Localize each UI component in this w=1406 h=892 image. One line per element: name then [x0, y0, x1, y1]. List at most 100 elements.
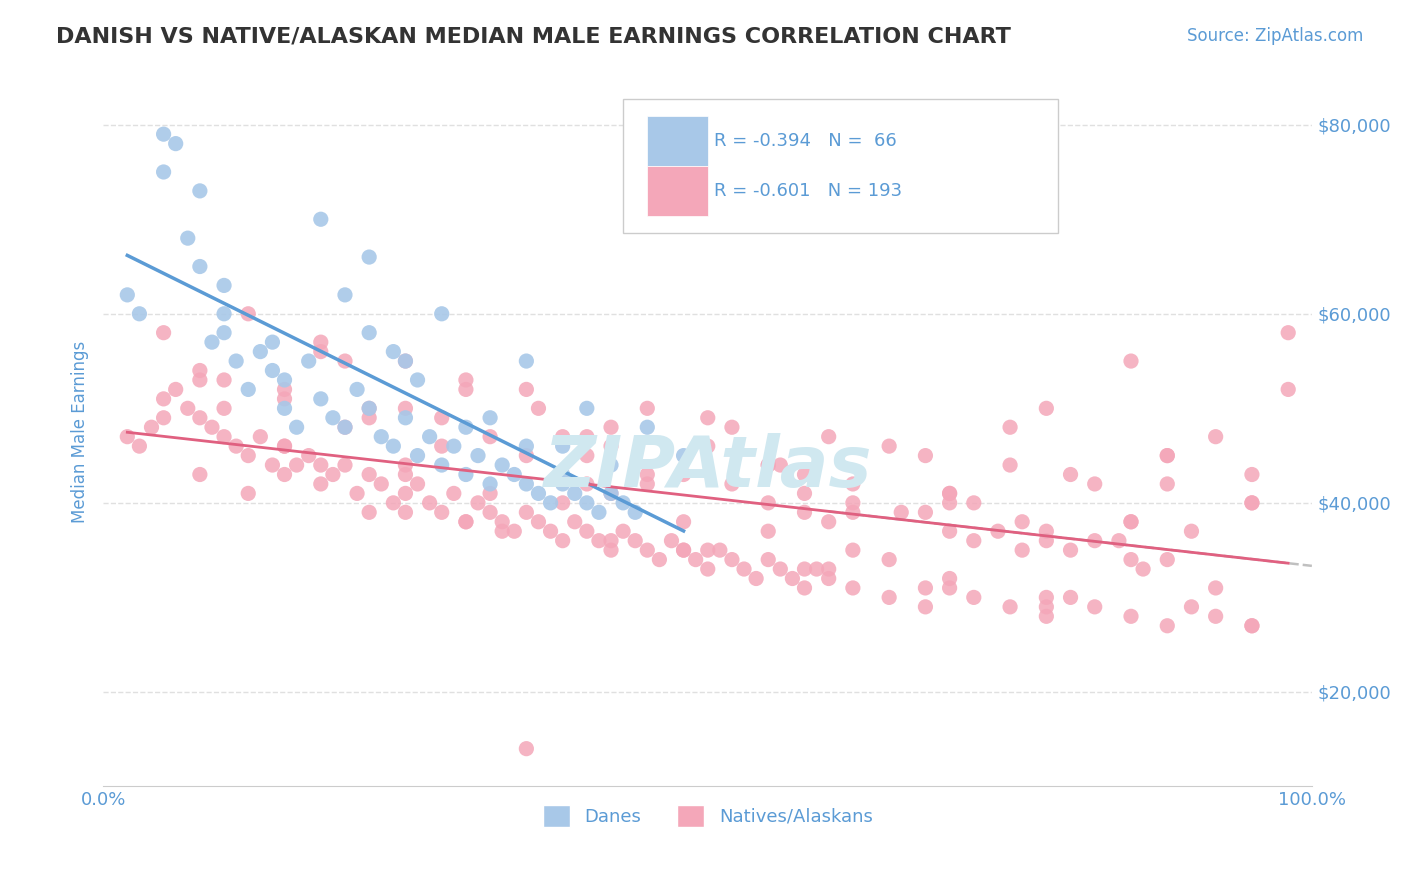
Point: [793, 562, 815, 576]
Point: [817, 515, 839, 529]
Point: [503, 467, 526, 482]
Point: [877, 439, 900, 453]
Point: [1205, 430, 1227, 444]
Point: [890, 505, 912, 519]
Point: [1156, 477, 1178, 491]
Point: [721, 552, 744, 566]
Point: [1277, 326, 1299, 340]
Point: [998, 458, 1021, 472]
Point: [406, 373, 429, 387]
Point: [491, 458, 513, 472]
Point: [551, 477, 574, 491]
Point: [1084, 533, 1107, 548]
Point: [212, 401, 235, 416]
Point: [346, 486, 368, 500]
Point: [467, 496, 489, 510]
Point: [141, 420, 163, 434]
Point: [454, 373, 477, 387]
Point: [454, 383, 477, 397]
Point: [672, 515, 695, 529]
Point: [201, 420, 224, 434]
Point: [998, 420, 1021, 434]
Point: [575, 477, 598, 491]
Point: [273, 392, 295, 406]
Point: [152, 326, 174, 340]
Point: [1059, 591, 1081, 605]
Point: [117, 430, 139, 444]
Point: [1084, 477, 1107, 491]
Point: [696, 543, 718, 558]
Point: [273, 373, 295, 387]
Point: [309, 212, 332, 227]
Point: [1132, 562, 1154, 576]
Point: [1035, 591, 1057, 605]
Point: [672, 543, 695, 558]
Point: [914, 505, 936, 519]
Point: [600, 439, 623, 453]
Point: [394, 401, 416, 416]
Point: [842, 496, 865, 510]
Point: [600, 486, 623, 500]
Point: [454, 467, 477, 482]
Point: [152, 165, 174, 179]
Point: [877, 552, 900, 566]
FancyBboxPatch shape: [647, 117, 707, 166]
Point: [1240, 619, 1263, 633]
Point: [443, 486, 465, 500]
Point: [359, 250, 381, 264]
Point: [793, 581, 815, 595]
Point: [430, 410, 453, 425]
Point: [262, 335, 284, 350]
Point: [769, 562, 792, 576]
Point: [212, 307, 235, 321]
Point: [624, 505, 647, 519]
Point: [1156, 552, 1178, 566]
Point: [117, 288, 139, 302]
Point: [430, 458, 453, 472]
FancyBboxPatch shape: [623, 99, 1059, 234]
Point: [515, 477, 537, 491]
Point: [612, 496, 634, 510]
Point: [806, 562, 828, 576]
Point: [515, 449, 537, 463]
Point: [636, 401, 658, 416]
Point: [201, 335, 224, 350]
Point: [600, 533, 623, 548]
Point: [938, 524, 960, 539]
Point: [696, 410, 718, 425]
Point: [359, 401, 381, 416]
Point: [382, 439, 405, 453]
Point: [938, 572, 960, 586]
Point: [359, 326, 381, 340]
Point: [309, 458, 332, 472]
Point: [636, 477, 658, 491]
Point: [394, 467, 416, 482]
Point: [1156, 619, 1178, 633]
Point: [1156, 449, 1178, 463]
Text: DANISH VS NATIVE/ALASKAN MEDIAN MALE EARNINGS CORRELATION CHART: DANISH VS NATIVE/ALASKAN MEDIAN MALE EAR…: [56, 27, 1011, 46]
Point: [382, 496, 405, 510]
Point: [394, 354, 416, 368]
Point: [1119, 515, 1142, 529]
Point: [612, 524, 634, 539]
Point: [600, 543, 623, 558]
Point: [491, 524, 513, 539]
Point: [238, 383, 260, 397]
Point: [575, 524, 598, 539]
Point: [309, 335, 332, 350]
Point: [1011, 543, 1033, 558]
Point: [225, 354, 247, 368]
Point: [394, 505, 416, 519]
Point: [370, 430, 392, 444]
Point: [1205, 581, 1227, 595]
Point: [1240, 619, 1263, 633]
Point: [756, 458, 779, 472]
Point: [540, 496, 562, 510]
Point: [212, 278, 235, 293]
Point: [285, 458, 308, 472]
Point: [685, 552, 707, 566]
Point: [249, 430, 271, 444]
Point: [575, 449, 598, 463]
Point: [333, 458, 356, 472]
Point: [1180, 599, 1202, 614]
